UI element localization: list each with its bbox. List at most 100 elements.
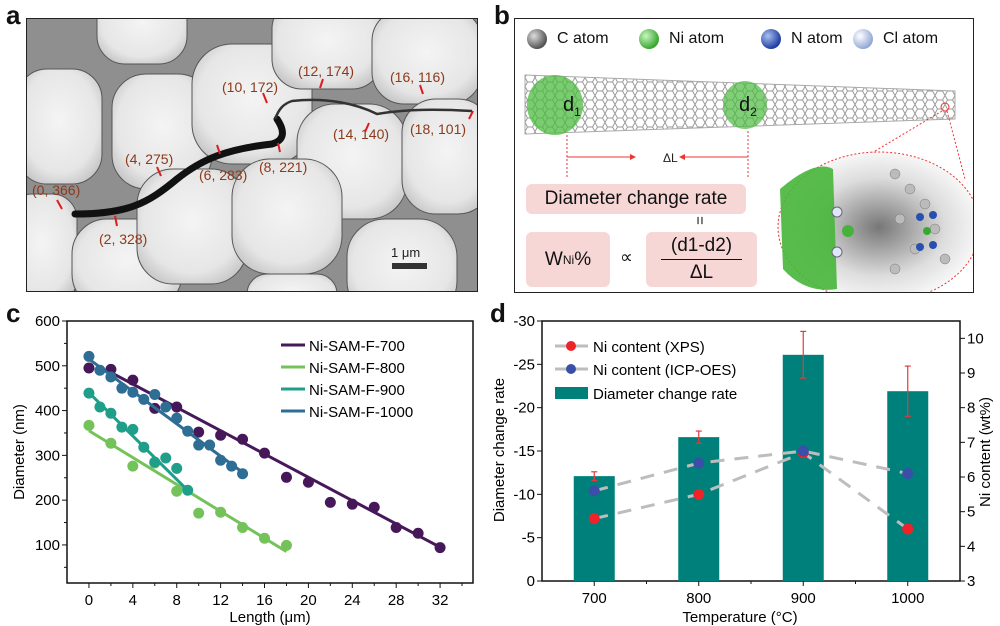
carbon-atom-icon [527,29,547,49]
x-tick-label: 700 [582,590,607,607]
arrow-icon [468,110,474,120]
arrow-icon [216,144,221,155]
proportional-symbol: ∝ [620,247,633,267]
data-point [204,439,216,451]
fraction-denominator: ΔL [689,262,714,283]
y-tick-label-right: 6 [967,469,975,486]
arrow-icon [419,84,424,95]
delta-l-label: ΔL [663,151,678,165]
data-point [215,506,227,518]
data-point [193,439,205,451]
legend-label: Ni-SAM-F-900 [309,382,405,399]
data-point [171,462,183,474]
y-tick-label-right: 8 [967,400,975,417]
y-tick-label-right: 4 [967,538,975,555]
data-point [280,539,292,551]
y-tick-label-left: -15 [513,443,535,460]
data-point [215,429,227,441]
panel-b-letter: b [494,0,510,30]
legend-label: Cl atom [883,30,939,47]
legend-label: Ni-SAM-F-1000 [309,404,413,421]
data-point [693,457,705,469]
data-point [588,513,600,525]
x-tick-label: 12 [212,592,229,609]
y-tick-label-right: 10 [967,330,984,347]
tem-image [27,19,477,291]
data-point [160,452,172,464]
y-tick-label-right: 9 [967,365,975,382]
y-tick-label: 200 [35,492,60,509]
arrow-icon [364,122,370,133]
data-point [215,454,227,466]
legend-label: Ni content (ICP-OES) [593,362,736,379]
x-tick-label: 20 [300,592,317,609]
ni-cluster-d1 [527,75,583,135]
x-tick-label: 900 [791,590,816,607]
tem-annotation: (2, 328) [99,231,148,247]
x-axis-label: Temperature (°C) [682,609,797,626]
data-point [83,350,95,362]
x-tick-label: 800 [686,590,711,607]
y-tick-label: 300 [35,447,60,464]
x-tick-label: 28 [388,592,405,609]
schematic-panel: C atom Ni atom N atom Cl atom [514,18,974,293]
tem-annotation: (6, 283) [199,167,248,183]
x-tick-label: 32 [432,592,449,609]
data-point [83,362,95,374]
legend-marker [566,341,576,351]
data-point [693,488,705,500]
data-point [588,485,600,497]
data-point [259,532,271,544]
arrow-icon [56,199,63,210]
w-ni-percent: % [574,248,592,270]
x-tick-label: 4 [129,592,137,609]
data-point [193,426,205,438]
fraction-box: (d1-d2) ΔL [646,232,757,287]
data-point [94,401,106,413]
legend-cl-atom: Cl atom [853,29,938,49]
legend-n-atom: N atom [761,29,843,49]
data-point [902,468,914,480]
y-tick-label-left: 0 [527,573,535,590]
x-tick-label: 16 [256,592,273,609]
data-point [182,425,194,437]
data-point [83,387,95,399]
x-tick-label: 0 [85,592,93,609]
data-point [105,437,117,449]
arrow-icon [262,92,268,104]
y-tick-label: 400 [35,403,60,420]
x-tick-label: 24 [344,592,361,609]
tem-annotation: (10, 172) [222,79,279,95]
y-tick-label-left: -20 [513,400,535,417]
data-point [83,419,95,431]
bar [887,391,929,581]
y-tick-label-left: -5 [522,530,535,547]
data-point [149,456,161,468]
d1-subscript: 1 [574,105,581,119]
y-tick-label: 600 [35,313,60,330]
tem-annotation: (8, 221) [259,159,308,175]
diameter-change-rate-box: Diameter change rate [526,184,746,214]
y-tick-label-left: -30 [513,313,535,330]
y-tick-label: 100 [35,537,60,554]
bar [782,354,824,581]
dashed-line [593,451,909,531]
w-ni-main: W [544,248,563,270]
data-point [302,476,314,488]
y-tick-label-left: -25 [513,356,535,373]
data-point [280,471,292,483]
data-point [346,498,358,510]
data-point [116,382,128,394]
data-point [171,401,183,413]
y-axis-label: Diameter (nm) [11,404,28,500]
nitrogen-atom-icon [761,29,781,49]
arrow-icon [319,78,324,89]
tem-annotation: (16, 116) [390,69,445,85]
arrow-icon [114,215,118,227]
svg-text:d1: d1 [563,94,581,119]
arrow-icon [277,142,281,153]
legend-label: Ni-SAM-F-800 [309,360,405,377]
nickel-atom-icon [639,29,659,49]
data-point [412,527,424,539]
data-point [237,433,249,445]
